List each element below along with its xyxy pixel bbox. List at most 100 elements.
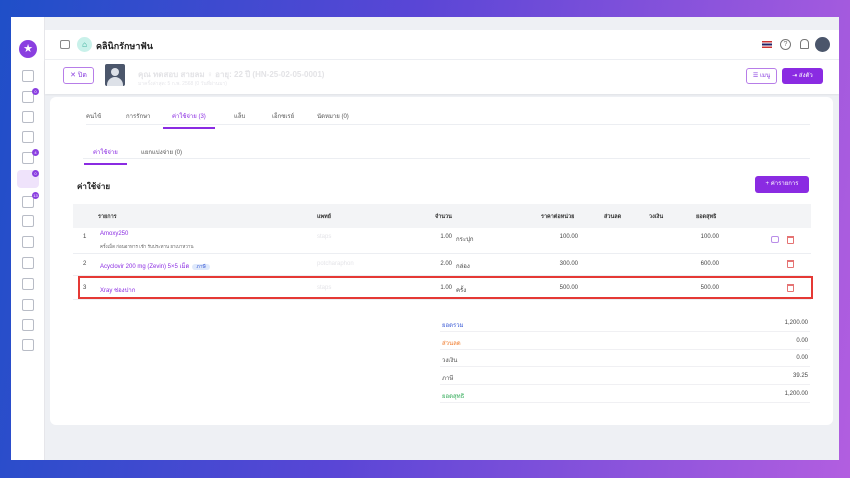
badge: 0: [32, 170, 39, 177]
summary-value: 0.00: [796, 355, 808, 362]
summary-label: ยอดรวม: [442, 323, 464, 329]
avatar[interactable]: [815, 37, 830, 52]
close-button[interactable]: ✕ ปิด: [63, 67, 94, 84]
tab-lab[interactable]: แล็บ: [234, 114, 246, 120]
last-visit: มาครั้งล่าสุด: 5 ก.พ. 2568 (0 วันที่ผ่าน…: [138, 81, 227, 87]
app-window: ★ 0 4 0 13 ⌂ คลินิกรักษาฟัน ? ✕ ปิด คุณ …: [11, 17, 839, 460]
flag-icon[interactable]: [762, 41, 772, 48]
summary-value: 0.00: [796, 337, 808, 344]
item-name[interactable]: Acyclovir 200 mg (Zevin) 5×5 เม็ด ภาษี: [100, 261, 210, 271]
table-row: 3 Xray ช่องปาก staps 1.00 ครั้ง 500.00 5…: [73, 276, 811, 300]
summary-row: ยอดสุทธิ 1,200.00: [440, 386, 810, 403]
calendar-icon[interactable]: [22, 91, 34, 103]
col-item: รายการ: [98, 214, 117, 220]
badge: 4: [32, 149, 39, 156]
badge: 0: [32, 88, 39, 95]
document-icon[interactable]: [22, 131, 34, 143]
doctor: staps: [317, 234, 332, 240]
item-name[interactable]: Amoxy250: [100, 231, 128, 237]
star-icon[interactable]: ★: [19, 40, 37, 58]
globe-icon[interactable]: [22, 299, 34, 311]
quantity: 2.00: [440, 261, 452, 267]
chat-icon[interactable]: [22, 152, 34, 164]
section-title: ค่าใช้จ่าย: [77, 182, 111, 191]
patient-bar: ✕ ปิด คุณ ทดสอบ สายลม ♀ อายุ: 22 ปี (HN-…: [45, 60, 839, 94]
quantity: 1.00: [440, 234, 452, 240]
summary-label: ยอดสุทธิ: [442, 393, 465, 400]
main-card: คนไข้ การรักษา ค่าใช้จ่าย (3) แล็บ เอ็กซ…: [50, 97, 833, 425]
doctor: potcharaphon: [317, 261, 354, 267]
highlight-box: [78, 276, 813, 299]
item-description: ครั้งเม็ด ก่อนอาหาร เช้า รับประทาน ยาเบา…: [100, 244, 194, 249]
summary-value: 1,200.00: [784, 320, 808, 326]
box-icon[interactable]: [22, 278, 34, 290]
bell-icon[interactable]: [800, 39, 809, 49]
item-name[interactable]: Xray ช่องปาก: [100, 285, 135, 295]
home-icon[interactable]: [22, 70, 34, 82]
clinic-icon: ⌂: [77, 37, 92, 52]
table-row: 2 Acyclovir 200 mg (Zevin) 5×5 เม็ด ภาษี …: [73, 252, 811, 276]
user-icon[interactable]: [22, 111, 34, 123]
summary-value: 39.25: [792, 373, 808, 380]
tabs: คนไข้ การรักษา ค่าใช้จ่าย (3) แล็บ เอ็กซ…: [86, 106, 810, 129]
summary-label: วงเงิน: [442, 358, 458, 365]
summary-row: วงเงิน 0.00: [440, 350, 810, 368]
col-limit: วงเงิน: [649, 214, 664, 220]
tab-xray[interactable]: เอ็กซเรย์: [272, 114, 295, 120]
net-amount: 500.00: [700, 285, 719, 291]
unit-price: 500.00: [559, 285, 578, 291]
table-row: 1 Amoxy250 ครั้งเม็ด ก่อนอาหาร เช้า รับป…: [73, 228, 811, 254]
summary-label: ส่วนลด: [442, 340, 461, 347]
tab-appointments[interactable]: นัดหมาย (0): [317, 114, 349, 120]
patient-name: คุณ ทดสอบ สายลม ♀ อายุ: 22 ปี (HN-25-02-…: [138, 70, 325, 79]
print-icon[interactable]: [771, 236, 779, 243]
sidebar: ★ 0 4 0 13: [11, 17, 45, 460]
close-label: ปิด: [77, 72, 87, 79]
table-header: รายการ แพทย์ จำนวน ราคาต่อหน่วย ส่วนลด ว…: [73, 204, 811, 228]
tax-badge: ภาษี: [192, 264, 210, 270]
summary-label: ภาษี: [442, 376, 454, 383]
badge: 13: [32, 192, 39, 199]
tab-expenses[interactable]: ค่าใช้จ่าย (3): [163, 111, 215, 129]
pill-icon[interactable]: [22, 196, 34, 208]
cart-icon[interactable]: [22, 215, 34, 227]
clinic-name: คลินิกรักษาฟัน: [96, 41, 153, 51]
menu-button[interactable]: ☰ เมนู: [746, 68, 777, 84]
unit: กระปุก: [456, 237, 474, 243]
subtab-split[interactable]: แยกแบ่งจ่าย (0): [141, 150, 183, 156]
send-label: ส่งตัว: [798, 73, 813, 79]
col-doctor: แพทย์: [317, 214, 332, 220]
summary-row: ภาษี 39.25: [440, 368, 810, 386]
header: ⌂ คลินิกรักษาฟัน ?: [45, 30, 839, 60]
cloud-icon[interactable]: [22, 257, 34, 269]
subtabs: ค่าใช้จ่าย แยกแบ่งจ่าย (0): [83, 142, 810, 165]
col-price: ราคาต่อหน่วย: [541, 214, 575, 220]
tab-patient[interactable]: คนไข้: [86, 114, 102, 120]
percent-icon[interactable]: [22, 236, 34, 248]
send-button[interactable]: ⇥ ส่งตัว: [782, 68, 823, 84]
add-item-button[interactable]: + ค่ารายการ: [755, 176, 809, 193]
summary-value: 1,200.00: [784, 390, 808, 397]
summary-row: ยอดรวม 1,200.00: [440, 315, 810, 332]
chart-icon[interactable]: [22, 319, 34, 331]
row-number: 2: [83, 261, 87, 267]
gear-icon[interactable]: [22, 339, 34, 351]
row-number: 1: [83, 234, 87, 240]
trash-icon[interactable]: [787, 260, 794, 268]
subtab-expenses[interactable]: ค่าใช้จ่าย: [84, 147, 127, 165]
sidebar-toggle-icon[interactable]: [60, 40, 70, 49]
trash-icon[interactable]: [787, 284, 794, 292]
doctor: staps: [317, 285, 332, 291]
help-icon[interactable]: ?: [780, 39, 791, 50]
unit-price: 100.00: [559, 234, 578, 240]
item-name-text: Amoxy250: [100, 231, 129, 237]
quantity: 1.00: [440, 285, 452, 291]
patient-avatar: [105, 64, 125, 86]
unit: กล่อง: [456, 264, 470, 270]
unit-price: 300.00: [559, 261, 578, 267]
summary-row: ส่วนลด 0.00: [440, 333, 810, 350]
col-discount: ส่วนลด: [604, 214, 622, 220]
tab-treatment[interactable]: การรักษา: [126, 114, 151, 120]
trash-icon[interactable]: [787, 236, 794, 244]
col-qty: จำนวน: [435, 214, 452, 220]
